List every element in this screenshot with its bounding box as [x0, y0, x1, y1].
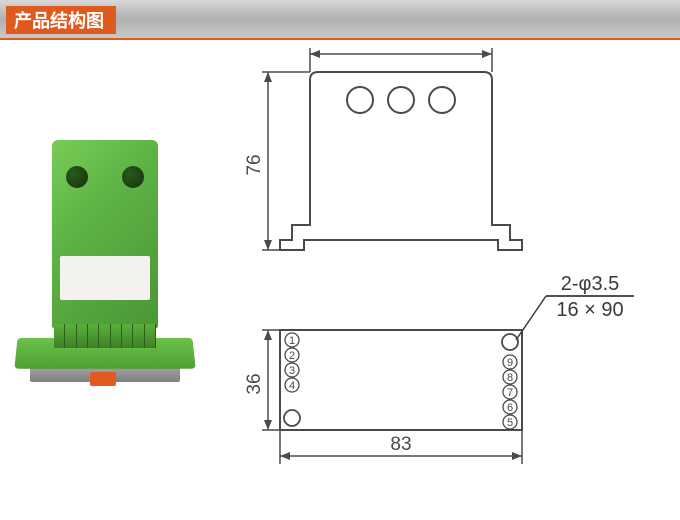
svg-text:5: 5 [507, 417, 513, 429]
header-title: 产品结构图 [14, 7, 104, 33]
svg-text:6: 6 [507, 402, 513, 414]
dim-76: 76 [244, 154, 265, 175]
header-strip: 产品结构图 [0, 0, 680, 40]
rail-clip [90, 372, 116, 386]
content-area: 76 1 2 3 4 9 8 7 6 5 [0, 40, 680, 520]
left-pins: 1 2 3 4 [285, 333, 299, 392]
svg-text:9: 9 [507, 357, 513, 369]
svg-text:7: 7 [507, 387, 513, 399]
svg-text:3: 3 [289, 365, 295, 377]
hole-spec: 2-φ3.5 [561, 273, 620, 295]
hole-annotation: 2-φ3.5 16 × 90 [516, 273, 634, 340]
svg-text:8: 8 [507, 372, 513, 384]
svg-text:1: 1 [289, 335, 295, 347]
product-label [60, 256, 150, 300]
transducer-body [52, 140, 158, 328]
array-spec: 16 × 90 [556, 299, 623, 321]
dim-83: 83 [390, 434, 411, 455]
dim-36: 36 [244, 373, 265, 394]
dimension-drawing: 76 1 2 3 4 9 8 7 6 5 [210, 40, 680, 520]
header-title-tab: 产品结构图 [6, 6, 116, 34]
bottom-view: 1 2 3 4 9 8 7 6 5 83 [244, 330, 522, 464]
terminal-block [54, 324, 156, 348]
svg-text:2: 2 [289, 350, 295, 362]
product-photo [10, 130, 200, 390]
front-view: 76 [244, 48, 522, 250]
svg-text:4: 4 [289, 380, 295, 392]
right-pins: 9 8 7 6 5 [503, 355, 517, 429]
